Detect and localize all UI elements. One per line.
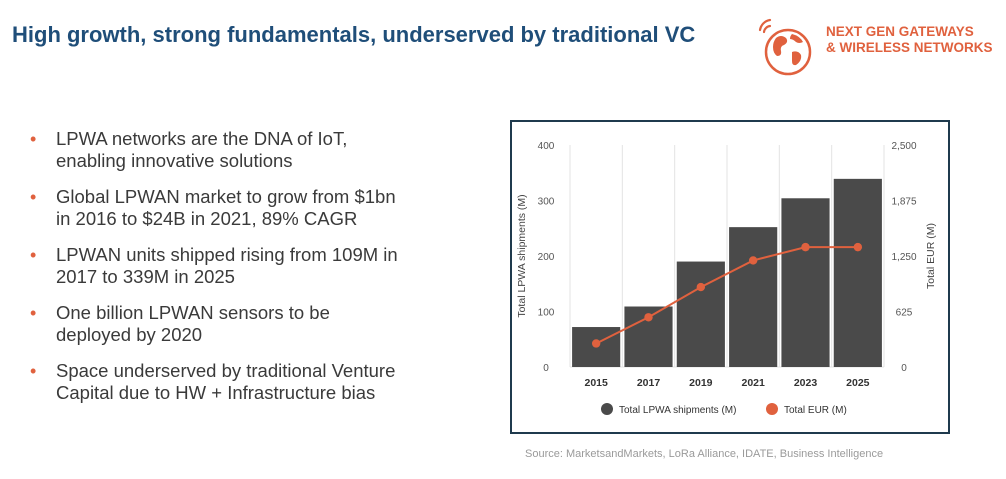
x-tick-label: 2021 — [741, 377, 765, 389]
series-line — [595, 246, 858, 345]
bullet-text: 2017 to 339M in 2025 — [56, 266, 235, 287]
bullet-dot-icon: • — [30, 187, 37, 207]
line-point — [696, 282, 706, 292]
bullet-text: enabling innovative solutions — [56, 150, 293, 171]
y2-tick-label: 1,250 — [891, 252, 916, 263]
bullet-text: LPWA networks are the DNA of IoT, — [56, 128, 348, 149]
legend-marker-eur — [766, 403, 778, 415]
x-tick-label: 2019 — [689, 377, 713, 389]
bullet-list: • LPWA networks are the DNA of IoT, enabli… — [30, 128, 480, 418]
bullet-text: in 2016 to $24B in 2021, 89% CAGR — [56, 208, 358, 229]
y-tick-label: 400 — [538, 141, 555, 152]
bullet-text: One billion LPWAN sensors to be — [56, 302, 330, 323]
bullet-item: • LPWAN units shipped rising from 109M in… — [30, 244, 480, 288]
bullet-dot-icon: • — [30, 303, 37, 323]
logo-line-2: & WIRELESS NETWORKS — [826, 40, 993, 55]
line-point — [591, 339, 601, 348]
y-tick-label: 300 — [538, 197, 555, 208]
bar — [676, 261, 725, 367]
line-point — [801, 242, 810, 252]
bullet-item: • Global LPWAN market to grow from $1bn in… — [30, 186, 480, 230]
chart-frame: 0 100 200 300 400 0 625 1,250 1,875 2,500 Total LP… — [510, 120, 950, 434]
logo: NEXT GEN GATEWAYS & WIRELESS NETWORKS — [754, 14, 999, 80]
y-tick-label: 100 — [538, 308, 555, 319]
bullet-text: Space underserved by traditional Venture — [56, 360, 396, 381]
bullet-text: LPWAN units shipped rising from 109M in — [56, 244, 398, 265]
bullet-dot-icon: • — [30, 129, 37, 149]
y-tick-label: 200 — [538, 252, 555, 263]
source-note: Source: MarketsandMarkets, LoRa Alliance… — [525, 448, 884, 460]
legend-marker-shipments — [601, 403, 613, 415]
y2-tick-label: 2,500 — [891, 141, 916, 152]
bar — [833, 178, 882, 367]
line-point — [748, 256, 758, 265]
bullet-dot-icon: • — [30, 361, 37, 381]
x-tick-label: 2017 — [637, 377, 661, 389]
legend-label-eur: Total EUR (M) — [784, 405, 847, 416]
bullet-item: • LPWA networks are the DNA of IoT, enabli… — [30, 128, 480, 172]
x-tick-label: 2023 — [794, 377, 818, 389]
bullet-dot-icon: • — [30, 245, 37, 265]
legend-label-shipments: Total LPWA shipments (M) — [619, 405, 736, 416]
x-tick-label: 2015 — [584, 377, 608, 389]
slide-title: High growth, strong fundamentals, unders… — [12, 22, 696, 47]
line-point — [853, 242, 863, 252]
y2-tick-label: 1,875 — [891, 197, 916, 208]
y-axis-label: Total LPWA shipments (M) — [516, 194, 528, 317]
bullet-item: • Space underserved by traditional Ventur… — [30, 360, 480, 404]
bar — [781, 198, 830, 367]
y2-tick-label: 625 — [896, 308, 913, 319]
x-tick-label: 2025 — [846, 377, 870, 389]
bullet-text: Capital due to HW + Infrastructure bias — [56, 382, 376, 403]
y-tick-label: 0 — [543, 363, 549, 374]
bullet-text: Global LPWAN market to grow from $1bn — [56, 186, 396, 207]
logo-line-1: NEXT GEN GATEWAYS — [826, 24, 974, 39]
y2-tick-label: 0 — [901, 363, 907, 374]
globe-wifi-icon — [758, 18, 812, 76]
y2-axis-label: Total EUR (M) — [925, 223, 937, 289]
bullet-item: • One billion LPWAN sensors to be deployed… — [30, 302, 480, 346]
logo-text: NEXT GEN GATEWAYS & WIRELESS NETWORKS — [826, 24, 993, 56]
line-point — [644, 313, 653, 322]
bullet-text: deployed by 2020 — [56, 324, 203, 345]
bar — [729, 227, 778, 367]
chart: 0 100 200 300 400 0 625 1,250 1,875 2,500 Total LP… — [516, 141, 937, 416]
